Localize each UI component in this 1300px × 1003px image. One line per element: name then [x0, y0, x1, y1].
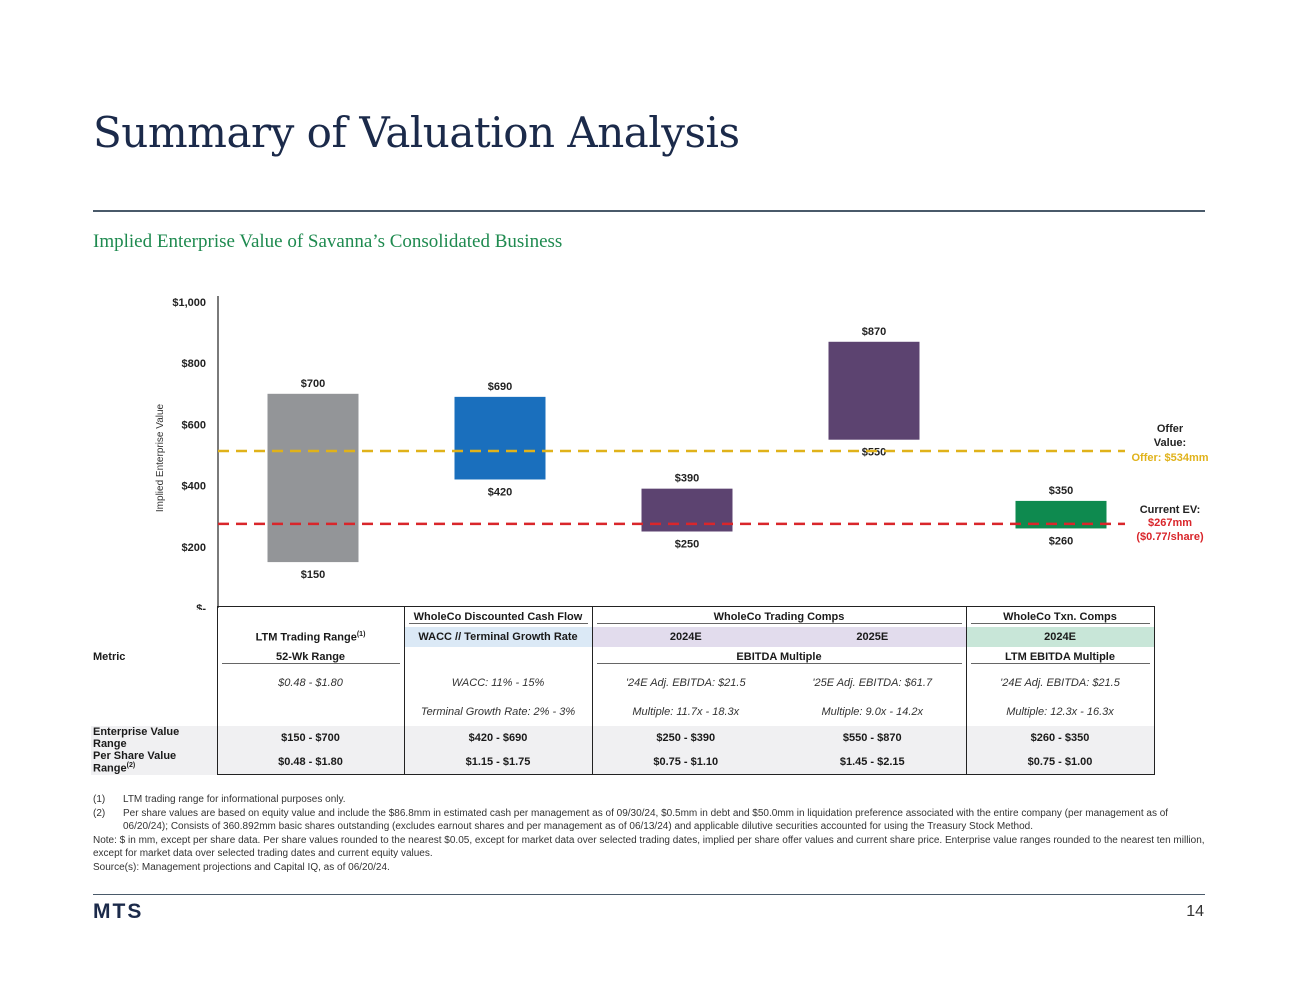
metric-trading: EBITDA Multiple	[591, 647, 966, 667]
subheader-ltm-footnote: (1)	[356, 630, 366, 638]
current-ev-per-share: ($0.77/share)	[1136, 531, 1204, 543]
y-tick-label-4: $800	[182, 358, 206, 370]
bar-high-label-3: $870	[862, 326, 886, 338]
bar-low-label-4: $260	[1049, 535, 1073, 547]
group-trading-label: WholeCo Trading Comps	[596, 611, 962, 624]
table-ev-row: Enterprise Value Range $150 - $700 $420 …	[91, 726, 1155, 750]
footer-divider	[93, 894, 1205, 895]
y-tick-label-2: $400	[182, 481, 206, 493]
footnote-note: Note: $ in mm, except per share data. Pe…	[93, 834, 1205, 860]
footnote-2-text: Per share values are based on equity val…	[123, 807, 1169, 833]
ev-txn: $260 - $350	[965, 726, 1155, 750]
subheader-trading-2025: 2025E	[779, 627, 966, 647]
table-detail-row-1: $0.48 - $1.80 WACC: 11% - 15% '24E Adj. …	[91, 667, 1155, 698]
table-detail-row-2: Terminal Growth Rate: 2% - 3% Multiple: …	[91, 698, 1155, 726]
ev-ltm: $150 - $700	[216, 726, 404, 750]
footnote-1-number: (1)	[93, 794, 106, 805]
bar-low-label-2: $250	[675, 539, 699, 551]
offer-label-line-1: Offer	[1157, 423, 1184, 435]
table-group-row: WholeCo Discounted Cash Flow WholeCo Tra…	[91, 606, 1155, 627]
detail1-trading-2025: '25E Adj. EBITDA: $61.7	[812, 676, 933, 689]
footnotes: (1) LTM trading range for informational p…	[93, 793, 1208, 874]
title-divider	[93, 210, 1205, 212]
offer-value-label: Offer: $534mm	[1131, 452, 1208, 464]
group-dcf-label: WholeCo Discounted Cash Flow	[408, 611, 588, 624]
table-metric-row: Metric 52-Wk Range EBITDA Multiple LTM E…	[91, 647, 1155, 667]
row-label-metric: Metric	[93, 651, 126, 663]
ps-txn: $0.75 - $1.00	[965, 750, 1155, 776]
table-per-share-row: Per Share Value Range(2) $0.48 - $1.80 $…	[91, 750, 1155, 776]
range-bar-3	[828, 341, 920, 440]
footnote-2-number: (2)	[93, 807, 106, 819]
row-label-per-share-text: Per Share Value Range	[93, 750, 177, 775]
bar-low-label-1: $420	[488, 486, 512, 498]
footnote-2: (2) Per share values are based on equity …	[93, 807, 1208, 834]
detail1-dcf: WACC: 11% - 15%	[403, 667, 592, 698]
ev-trading-2025: $550 - $870	[842, 732, 902, 744]
per-share-footnote: (2)	[126, 762, 136, 769]
metric-trading-label: EBITDA Multiple	[596, 651, 962, 664]
company-logo: MTS	[93, 900, 144, 923]
page-number: 14	[1186, 903, 1204, 920]
detail2-dcf: Terminal Growth Rate: 2% - 3%	[403, 698, 592, 726]
ev-trading-2024: $250 - $390	[591, 726, 779, 750]
detail2-trading-2024: Multiple: 11.7x - 18.3x	[591, 698, 779, 726]
detail2-ltm	[216, 698, 404, 726]
ps-ltm: $0.48 - $1.80	[216, 750, 404, 776]
y-tick-label-5: $1,000	[172, 297, 206, 309]
group-txn-label: WholeCo Txn. Comps	[970, 611, 1150, 624]
footnote-1-text: LTM trading range for informational purp…	[123, 794, 346, 805]
y-tick-label-1: $200	[182, 542, 206, 554]
subheader-dcf: WACC // Terminal Growth Rate	[403, 627, 592, 647]
detail2-txn: Multiple: 12.3x - 16.3x	[965, 698, 1155, 726]
section-subtitle: Implied Enterprise Value of Savanna’s Co…	[93, 231, 563, 252]
y-tick-label-0: $-	[196, 603, 206, 610]
subheader-ltm: LTM Trading Range(1)	[216, 627, 404, 647]
bar-low-label-0: $150	[301, 569, 325, 581]
current-ev-label: Current EV:	[1140, 504, 1201, 516]
ps-trading-2024: $0.75 - $1.10	[591, 750, 779, 776]
offer-label-line-2: Value:	[1154, 437, 1186, 449]
footnote-1: (1) LTM trading range for informational p…	[93, 793, 1208, 807]
valuation-chart: $- $200 $400 $600 $800 $1,000 Implied Enterpri…	[155, 296, 1209, 610]
bar-high-label-2: $390	[675, 473, 699, 485]
bar-low-label-3: $550	[862, 447, 886, 459]
detail1-txn: '24E Adj. EBITDA: $21.5	[965, 667, 1155, 698]
valuation-table: WholeCo Discounted Cash Flow WholeCo Tra…	[91, 606, 1155, 776]
row-label-ev: Enterprise Value Range	[93, 726, 180, 750]
page-title: Summary of Valuation Analysis	[93, 108, 740, 157]
subheader-ltm-label: LTM Trading Range	[255, 631, 357, 644]
metric-dcf	[403, 647, 592, 667]
metric-txn-label: LTM EBITDA Multiple	[970, 651, 1150, 664]
subheader-trading-2024: 2024E	[591, 627, 779, 647]
ps-dcf: $1.15 - $1.75	[403, 750, 592, 776]
y-axis-label: Implied Enterprise Value	[155, 403, 166, 512]
group-txn: WholeCo Txn. Comps	[965, 606, 1155, 627]
ps-trading-2025: $1.45 - $2.15	[779, 750, 966, 776]
group-trading: WholeCo Trading Comps	[591, 606, 966, 627]
group-ltm	[216, 606, 404, 627]
row-label-per-share: Per Share Value Range(2)	[91, 750, 217, 775]
metric-ltm: 52-Wk Range	[216, 647, 404, 667]
bar-high-label-0: $700	[301, 378, 325, 390]
detail1-trading-2024: '24E Adj. EBITDA: $21.5	[591, 667, 779, 698]
current-ev-value: $267mm	[1148, 517, 1192, 529]
range-bar-0	[267, 393, 359, 563]
detail2-trading-2025: Multiple: 9.0x - 14.2x	[821, 706, 924, 718]
subheader-txn: 2024E	[965, 627, 1155, 647]
ev-dcf: $420 - $690	[403, 726, 592, 750]
footnote-source: Source(s): Management projections and Ca…	[93, 861, 390, 873]
bar-high-label-4: $350	[1049, 485, 1073, 497]
metric-txn: LTM EBITDA Multiple	[965, 647, 1155, 667]
table-subheader-row: LTM Trading Range(1) WACC // Terminal Gr…	[91, 627, 1155, 647]
y-tick-label-3: $600	[182, 419, 206, 431]
range-bar-1	[454, 396, 546, 480]
detail1-ltm: $0.48 - $1.80	[216, 667, 404, 698]
bar-high-label-1: $690	[488, 381, 512, 393]
group-dcf: WholeCo Discounted Cash Flow	[403, 606, 592, 627]
metric-ltm-label: 52-Wk Range	[221, 651, 400, 664]
